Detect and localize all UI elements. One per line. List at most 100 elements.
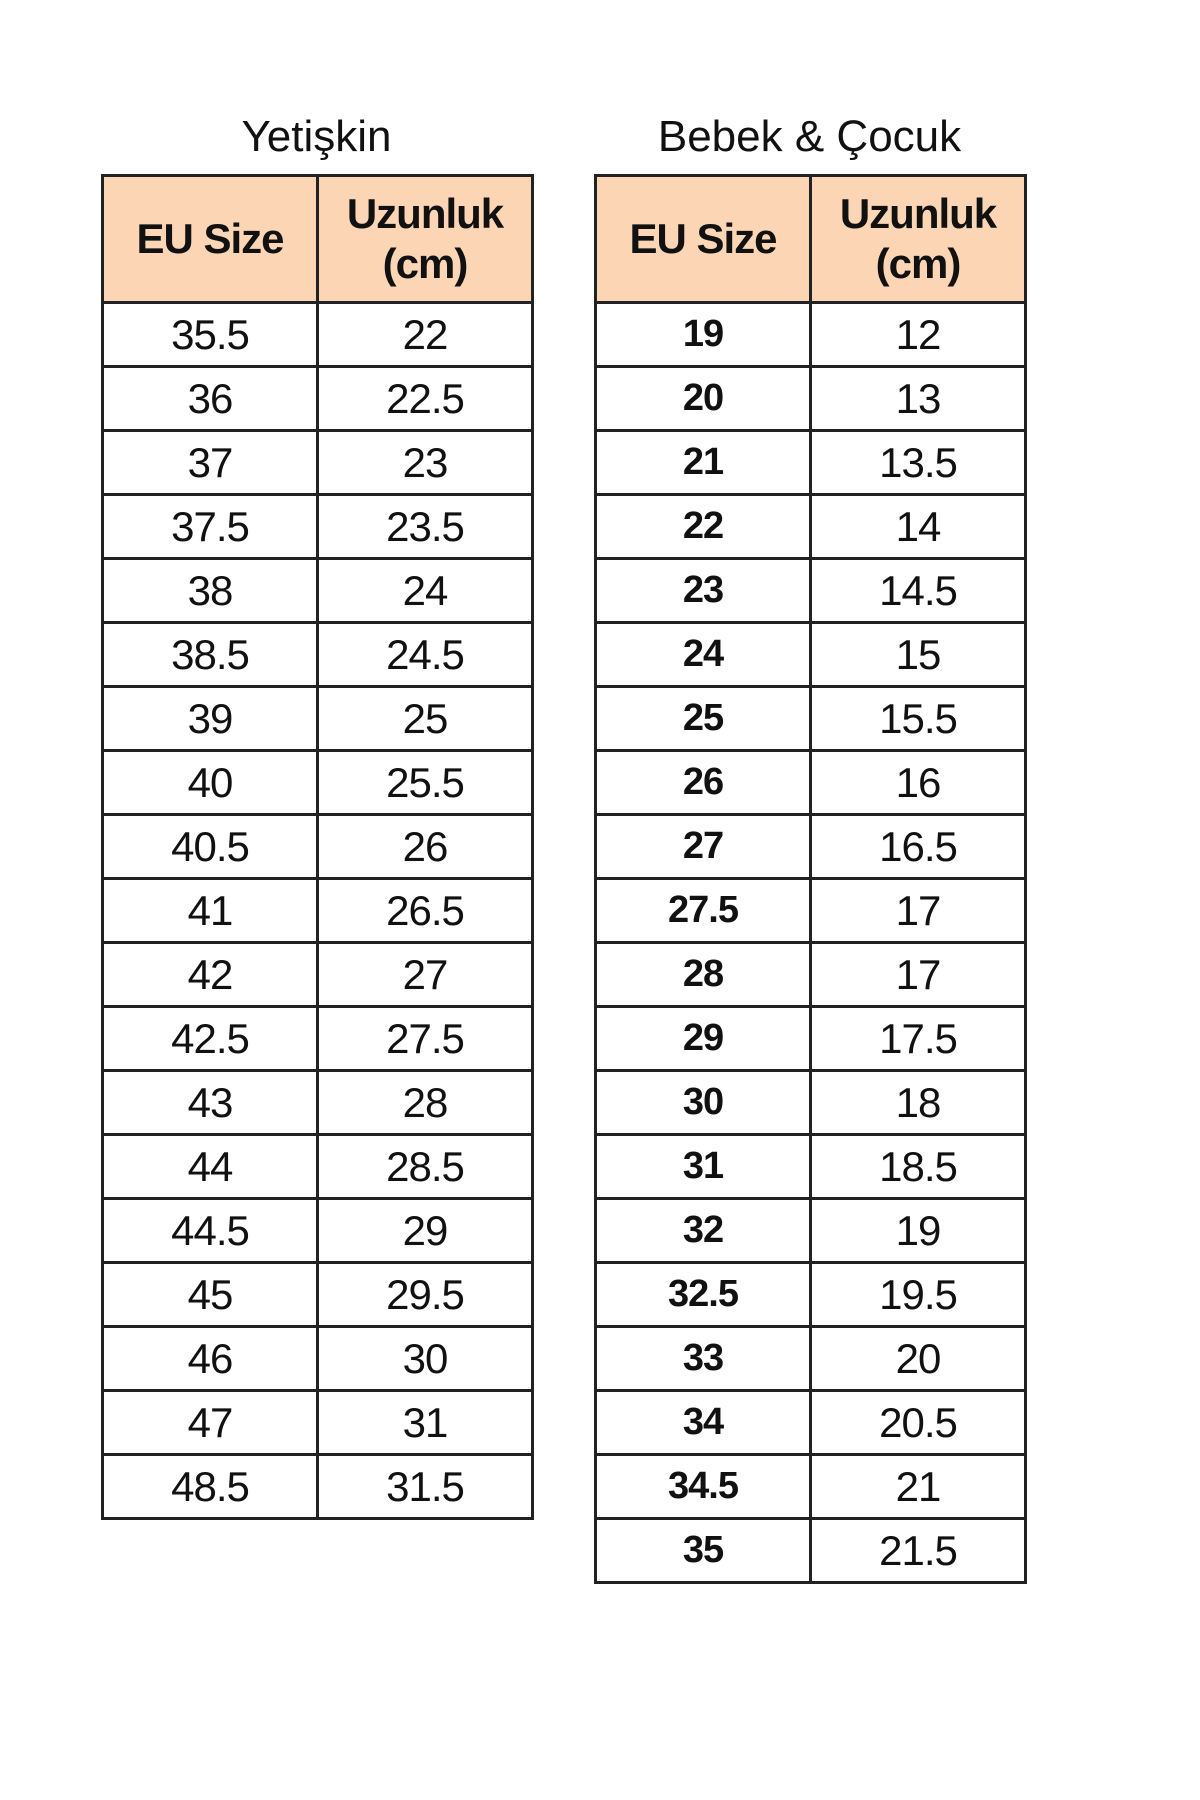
length-cell: 24 xyxy=(316,557,534,624)
table-row: 31 18.5 xyxy=(594,1133,1027,1200)
table-row: 37.5 23.5 xyxy=(101,493,534,560)
table-row: 20 13 xyxy=(594,365,1027,432)
length-cell: 21 xyxy=(809,1453,1027,1520)
length-cell: 20 xyxy=(809,1325,1027,1392)
table-row: 42.5 27.5 xyxy=(101,1005,534,1072)
table-row: 34 20.5 xyxy=(594,1389,1027,1456)
kids-size-table: EU Size Uzunluk (cm) 19 12 20 13 21 13.5 22 14 2… xyxy=(594,174,1027,1584)
eu-size-cell: 28 xyxy=(594,941,812,1008)
table-row: 32 19 xyxy=(594,1197,1027,1264)
eu-size-cell: 34 xyxy=(594,1389,812,1456)
table-row: 43 28 xyxy=(101,1069,534,1136)
table-row: 28 17 xyxy=(594,941,1027,1008)
eu-size-cell: 24 xyxy=(594,621,812,688)
table-row: 44.5 29 xyxy=(101,1197,534,1264)
length-cell: 19.5 xyxy=(809,1261,1027,1328)
table-row: 46 30 xyxy=(101,1325,534,1392)
eu-size-cell: 35.5 xyxy=(101,301,319,368)
header-length-cm: Uzunluk (cm) xyxy=(809,174,1027,304)
eu-size-cell: 44.5 xyxy=(101,1197,319,1264)
length-cell: 25.5 xyxy=(316,749,534,816)
length-cell: 12 xyxy=(809,301,1027,368)
table-row: 24 15 xyxy=(594,621,1027,688)
length-cell: 19 xyxy=(809,1197,1027,1264)
length-cell: 29 xyxy=(316,1197,534,1264)
length-cell: 22.5 xyxy=(316,365,534,432)
kids-table-title: Bebek & Çocuk xyxy=(657,112,962,161)
length-cell: 27.5 xyxy=(316,1005,534,1072)
length-cell: 30 xyxy=(316,1325,534,1392)
table-row: 45 29.5 xyxy=(101,1261,534,1328)
table-row: 30 18 xyxy=(594,1069,1027,1136)
length-cell: 22 xyxy=(316,301,534,368)
length-cell: 29.5 xyxy=(316,1261,534,1328)
length-cell: 28 xyxy=(316,1069,534,1136)
table-row: 25 15.5 xyxy=(594,685,1027,752)
length-cell: 24.5 xyxy=(316,621,534,688)
table-row: 27 16.5 xyxy=(594,813,1027,880)
eu-size-cell: 19 xyxy=(594,301,812,368)
length-cell: 17.5 xyxy=(809,1005,1027,1072)
length-cell: 20.5 xyxy=(809,1389,1027,1456)
table-row: 32.5 19.5 xyxy=(594,1261,1027,1328)
eu-size-cell: 40 xyxy=(101,749,319,816)
table-row: 37 23 xyxy=(101,429,534,496)
length-cell: 17 xyxy=(809,941,1027,1008)
header-length-cm: Uzunluk (cm) xyxy=(316,174,534,304)
eu-size-cell: 43 xyxy=(101,1069,319,1136)
eu-size-cell: 20 xyxy=(594,365,812,432)
length-cell: 13.5 xyxy=(809,429,1027,496)
table-row: 47 31 xyxy=(101,1389,534,1456)
eu-size-cell: 39 xyxy=(101,685,319,752)
table-row: 29 17.5 xyxy=(594,1005,1027,1072)
eu-size-cell: 48.5 xyxy=(101,1453,319,1520)
table-row: 38.5 24.5 xyxy=(101,621,534,688)
adult-table-title: Yetişkin xyxy=(241,112,392,161)
table-row: 22 14 xyxy=(594,493,1027,560)
length-cell: 14 xyxy=(809,493,1027,560)
eu-size-cell: 31 xyxy=(594,1133,812,1200)
table-row: 35.5 22 xyxy=(101,301,534,368)
eu-size-cell: 27.5 xyxy=(594,877,812,944)
eu-size-cell: 32 xyxy=(594,1197,812,1264)
eu-size-cell: 33 xyxy=(594,1325,812,1392)
eu-size-cell: 46 xyxy=(101,1325,319,1392)
eu-size-cell: 37.5 xyxy=(101,493,319,560)
length-cell: 28.5 xyxy=(316,1133,534,1200)
eu-size-cell: 38 xyxy=(101,557,319,624)
table-row: 44 28.5 xyxy=(101,1133,534,1200)
table-row: 39 25 xyxy=(101,685,534,752)
eu-size-cell: 47 xyxy=(101,1389,319,1456)
table-row: 33 20 xyxy=(594,1325,1027,1392)
length-cell: 31.5 xyxy=(316,1453,534,1520)
eu-size-cell: 25 xyxy=(594,685,812,752)
length-cell: 23 xyxy=(316,429,534,496)
length-cell: 26 xyxy=(316,813,534,880)
length-cell: 21.5 xyxy=(809,1517,1027,1584)
eu-size-cell: 26 xyxy=(594,749,812,816)
table-row: 41 26.5 xyxy=(101,877,534,944)
eu-size-cell: 21 xyxy=(594,429,812,496)
table-row: 34.5 21 xyxy=(594,1453,1027,1520)
eu-size-cell: 32.5 xyxy=(594,1261,812,1328)
table-row: 36 22.5 xyxy=(101,365,534,432)
eu-size-cell: 38.5 xyxy=(101,621,319,688)
length-cell: 15 xyxy=(809,621,1027,688)
eu-size-cell: 30 xyxy=(594,1069,812,1136)
table-row: 42 27 xyxy=(101,941,534,1008)
eu-size-cell: 40.5 xyxy=(101,813,319,880)
header-eu-size: EU Size xyxy=(101,174,319,304)
length-cell: 27 xyxy=(316,941,534,1008)
length-cell: 18 xyxy=(809,1069,1027,1136)
eu-size-cell: 41 xyxy=(101,877,319,944)
eu-size-cell: 35 xyxy=(594,1517,812,1584)
eu-size-cell: 27 xyxy=(594,813,812,880)
eu-size-cell: 45 xyxy=(101,1261,319,1328)
table-row: 23 14.5 xyxy=(594,557,1027,624)
table-row: 35 21.5 xyxy=(594,1517,1027,1584)
length-cell: 13 xyxy=(809,365,1027,432)
table-row: 27.5 17 xyxy=(594,877,1027,944)
table-row: 26 16 xyxy=(594,749,1027,816)
eu-size-cell: 29 xyxy=(594,1005,812,1072)
length-cell: 26.5 xyxy=(316,877,534,944)
